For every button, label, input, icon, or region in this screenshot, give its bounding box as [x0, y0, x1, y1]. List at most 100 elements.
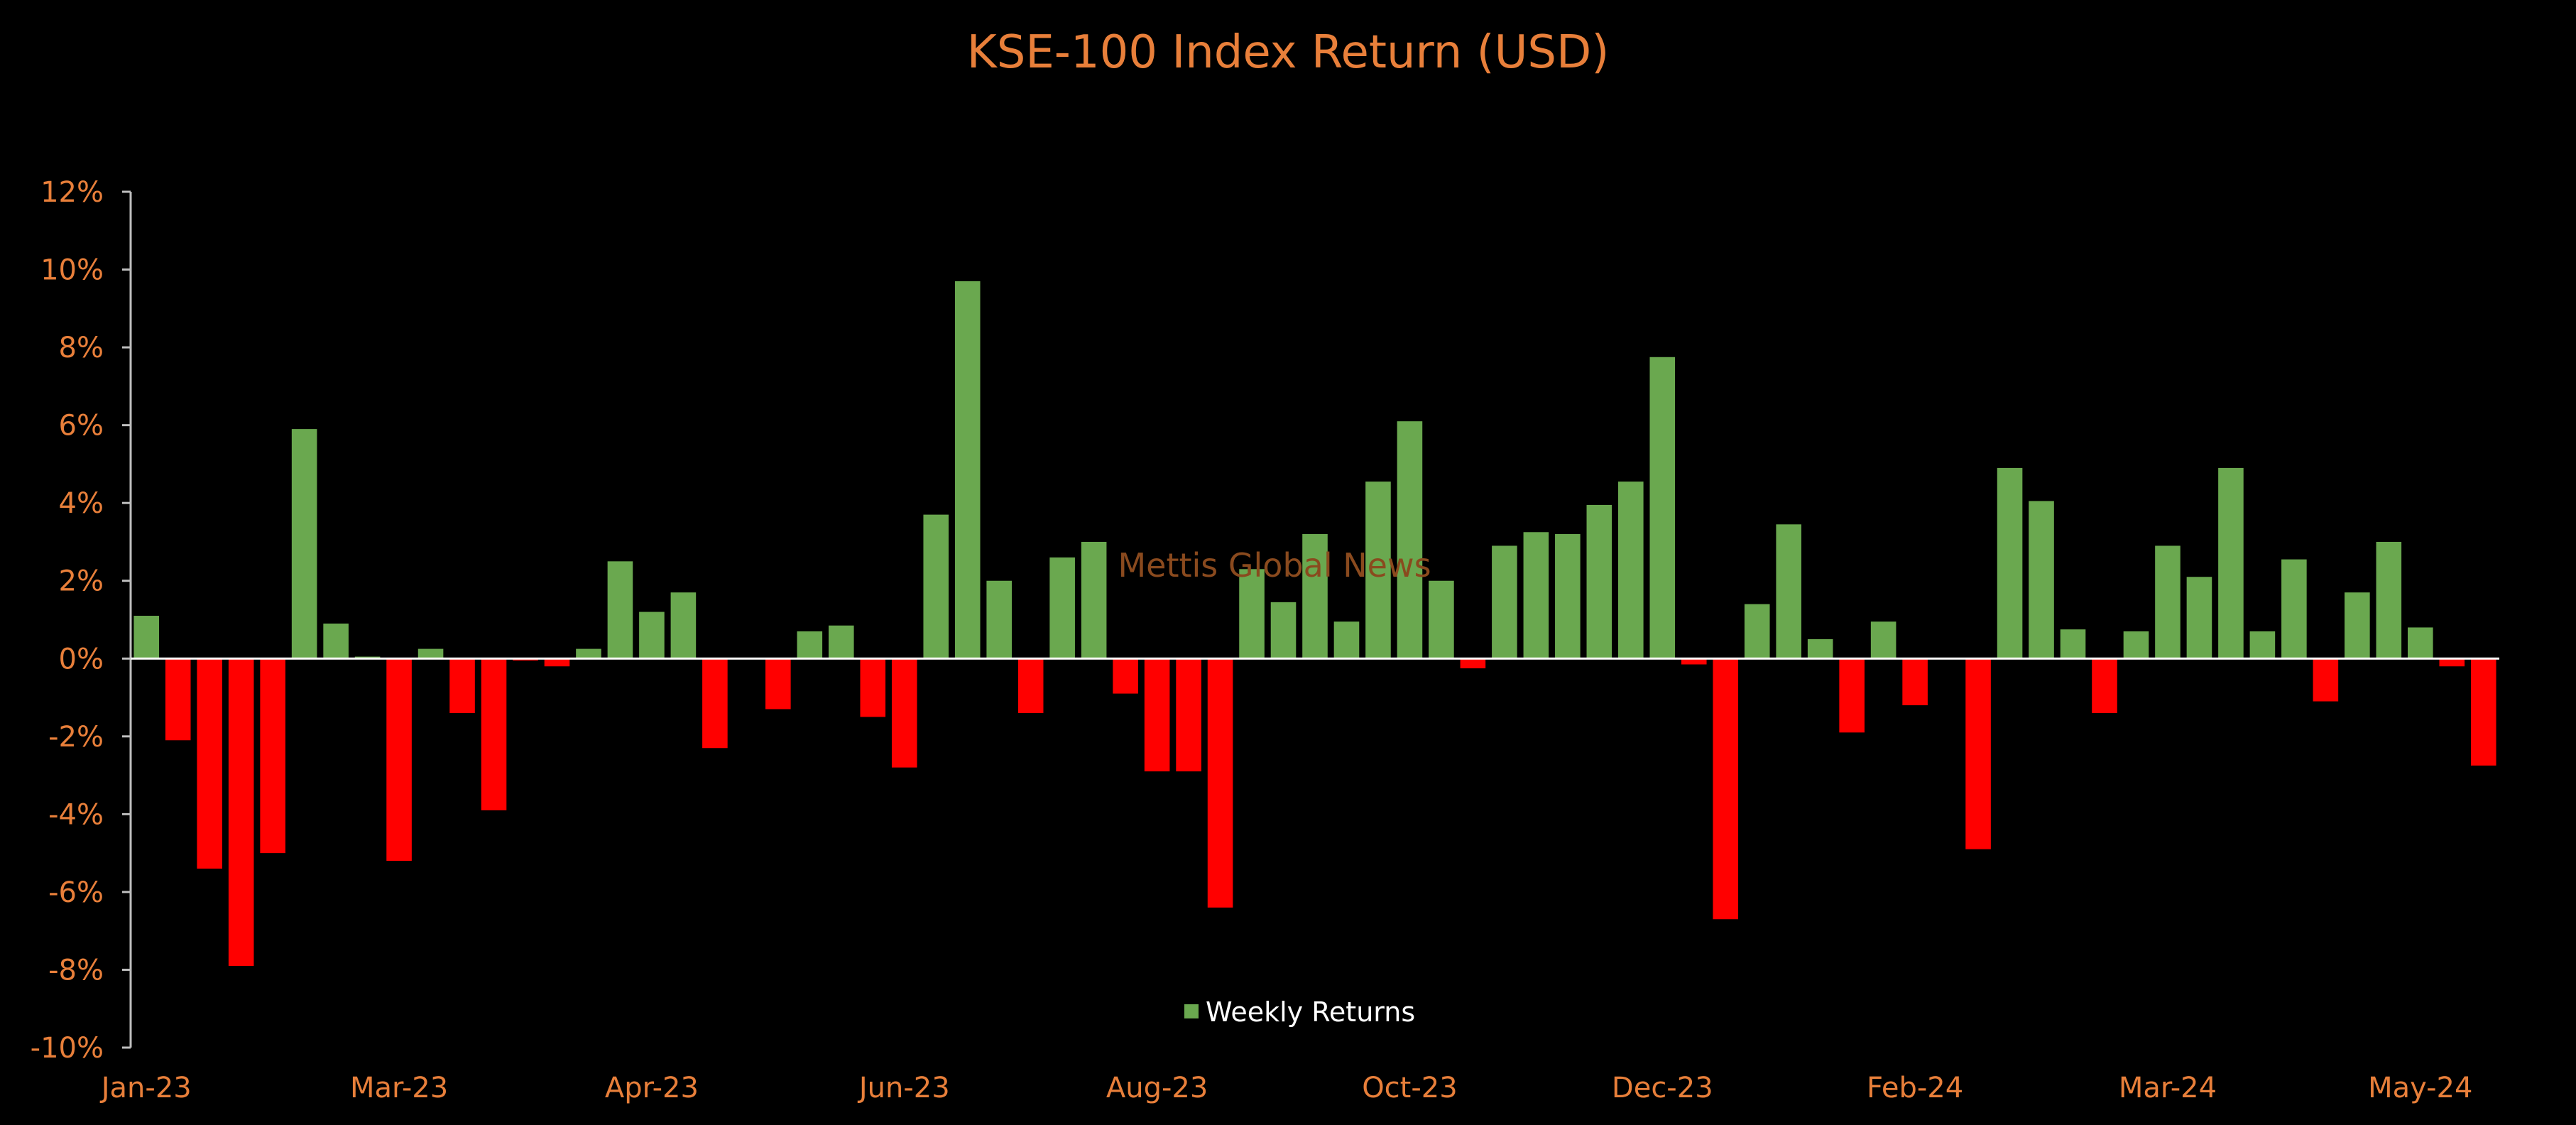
bar-week-44 — [1492, 545, 1517, 659]
x-tick-label: Feb-24 — [1867, 1072, 1963, 1104]
y-axis-ticks: 12% 10% 8% 6% 4% 2% 0% -2% -4% -6% -8% -10% — [31, 176, 131, 1065]
x-tick-label: Mar-23 — [350, 1072, 448, 1104]
bar-week-51 — [1713, 658, 1739, 920]
legend-label: Weekly Returns — [1206, 996, 1415, 1028]
bar-week-14 — [544, 658, 570, 667]
bar-week-27 — [954, 281, 981, 659]
bar-week-28 — [986, 580, 1012, 659]
bar-week-60 — [1997, 467, 2023, 659]
x-tick-label: May-24 — [2368, 1072, 2472, 1104]
bar-week-47 — [1586, 504, 1612, 659]
bar-week-50 — [1681, 658, 1707, 665]
bar-week-2 — [165, 658, 191, 741]
bar-week-30 — [1049, 557, 1075, 659]
y-tick-label: 4% — [59, 487, 104, 520]
bar-week-35 — [1207, 658, 1233, 908]
y-tick-label: 12% — [40, 176, 104, 209]
x-tick-label: Apr-23 — [605, 1072, 699, 1104]
bar-week-7 — [323, 623, 349, 659]
bar-week-68 — [2249, 631, 2276, 659]
bar-week-29 — [1017, 658, 1044, 713]
bar-week-22 — [797, 631, 823, 659]
bar-week-9 — [386, 658, 412, 862]
y-tick-label: -4% — [48, 798, 104, 831]
bar-week-26 — [923, 514, 949, 659]
bar-week-43 — [1460, 658, 1486, 668]
bar-week-49 — [1649, 357, 1676, 659]
y-tick-label: 6% — [59, 410, 104, 442]
bar-week-45 — [1523, 532, 1549, 659]
y-tick-label: -2% — [48, 721, 104, 754]
x-tick-label: Mar-24 — [2119, 1072, 2217, 1104]
bar-week-19 — [702, 658, 728, 749]
y-tick-label: 0% — [59, 643, 104, 675]
y-tick-label: 8% — [59, 332, 104, 364]
bar-week-33 — [1144, 658, 1170, 772]
bar-week-42 — [1429, 580, 1454, 659]
bar-week-65 — [2155, 545, 2181, 659]
bar-week-17 — [639, 612, 665, 659]
bar-week-62 — [2060, 629, 2086, 659]
bar-week-24 — [860, 658, 886, 717]
watermark-text: Mettis Global News — [1118, 546, 1431, 585]
bar-week-23 — [829, 625, 854, 659]
bar-week-46 — [1555, 534, 1581, 659]
y-tick-label: -8% — [48, 954, 104, 987]
bar-week-18 — [670, 592, 697, 659]
x-tick-label: Oct-23 — [1362, 1072, 1458, 1104]
bar-week-52 — [1744, 604, 1770, 659]
bar-week-75 — [2470, 658, 2496, 766]
bar-week-54 — [1807, 638, 1833, 659]
bar-week-64 — [2123, 631, 2149, 659]
bars — [133, 281, 2496, 966]
legend: Weekly Returns — [1184, 996, 1415, 1028]
bar-week-12 — [481, 658, 507, 810]
bar-week-63 — [2092, 658, 2117, 713]
bar-week-53 — [1776, 524, 1801, 659]
bar-week-21 — [765, 658, 791, 710]
bar-week-71 — [2345, 592, 2370, 659]
x-tick-label: Jun-23 — [857, 1072, 950, 1104]
x-tick-label: Jan-23 — [99, 1072, 192, 1104]
bar-week-74 — [2439, 658, 2465, 667]
x-axis-ticks: Jan-23 Mar-23 Apr-23 Jun-23 Aug-23 Oct-23 Dec-… — [99, 1072, 2473, 1104]
bar-week-70 — [2313, 658, 2339, 702]
bar-week-34 — [1176, 658, 1201, 772]
bar-week-32 — [1113, 658, 1138, 694]
bar-week-39 — [1333, 621, 1360, 659]
bar-week-4 — [228, 658, 254, 966]
bar-week-72 — [2376, 541, 2402, 659]
bar-week-11 — [449, 658, 475, 713]
bar-week-38 — [1302, 534, 1328, 659]
bar-week-61 — [2029, 501, 2054, 659]
y-tick-label: 2% — [59, 565, 104, 598]
bar-week-1 — [133, 616, 160, 659]
bar-week-55 — [1839, 658, 1865, 733]
x-tick-label: Dec-23 — [1612, 1072, 1713, 1104]
bar-week-48 — [1618, 482, 1644, 659]
bar-week-31 — [1081, 541, 1107, 659]
bar-week-36 — [1239, 569, 1265, 659]
bar-week-41 — [1397, 421, 1423, 659]
x-tick-label: Aug-23 — [1106, 1072, 1208, 1104]
bar-week-57 — [1902, 658, 1928, 705]
bar-week-5 — [260, 658, 285, 854]
bar-week-40 — [1365, 482, 1391, 659]
bar-week-69 — [2281, 559, 2307, 659]
y-tick-label: -10% — [31, 1032, 104, 1065]
bar-week-59 — [1965, 658, 1991, 849]
legend-swatch — [1184, 1004, 1199, 1018]
bar-week-25 — [891, 658, 917, 768]
y-tick-label: -6% — [48, 876, 104, 909]
bar-week-66 — [2186, 577, 2212, 659]
bar-week-16 — [607, 561, 633, 659]
bar-week-67 — [2218, 467, 2244, 659]
bar-week-73 — [2408, 627, 2433, 659]
bar-week-10 — [417, 648, 444, 659]
bar-week-15 — [576, 648, 601, 659]
bar-week-56 — [1870, 621, 1896, 659]
bar-week-6 — [291, 429, 317, 659]
chart-title: KSE-100 Index Return (USD) — [967, 26, 1610, 79]
